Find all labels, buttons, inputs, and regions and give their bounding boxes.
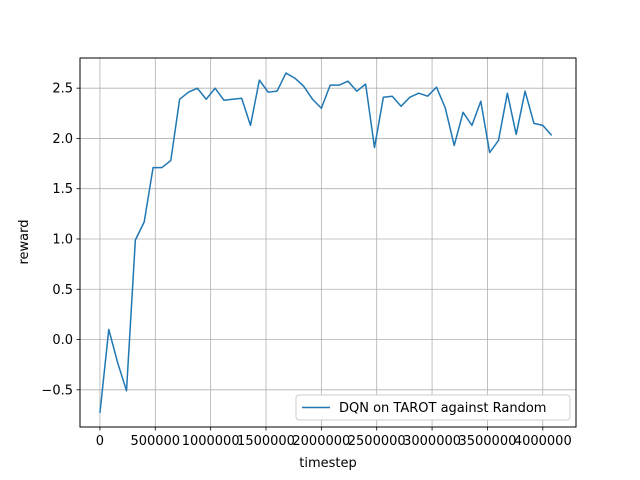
y-tick-label: 2.0 — [52, 132, 73, 147]
y-tick-label: 0.0 — [52, 333, 73, 348]
y-tick-label: −0.5 — [41, 383, 73, 398]
x-tick-label: 4000000 — [514, 434, 572, 449]
series-line — [99, 72, 553, 413]
legend-box — [295, 394, 571, 421]
x-tick-label: 0 — [96, 434, 104, 449]
legend: DQN on TAROT against Random — [295, 394, 571, 421]
x-axis-label: timestep — [299, 456, 357, 471]
series-layer — [99, 72, 553, 413]
x-tick-label: 2000000 — [292, 434, 350, 449]
ticks: 0 500000 100000015000002000000250000030000… — [41, 82, 571, 449]
x-tick-label: 500000 — [130, 434, 180, 449]
y-axis-label: reward — [17, 219, 32, 264]
x-tick-label: 1000000 — [182, 434, 240, 449]
y-tick-label: 2.5 — [52, 82, 73, 97]
x-tick-label: 3500000 — [458, 434, 516, 449]
grid — [80, 58, 576, 427]
legend-label: DQN on TAROT against Random — [339, 401, 546, 416]
x-tick-label: 1500000 — [237, 434, 295, 449]
y-tick-label: 1.0 — [52, 232, 73, 247]
x-tick-label: 3000000 — [403, 434, 461, 449]
y-tick-label: 0.5 — [52, 283, 73, 298]
x-tick-label: 2500000 — [348, 434, 406, 449]
y-tick-label: 1.5 — [52, 182, 73, 197]
plot-frame — [79, 57, 577, 428]
